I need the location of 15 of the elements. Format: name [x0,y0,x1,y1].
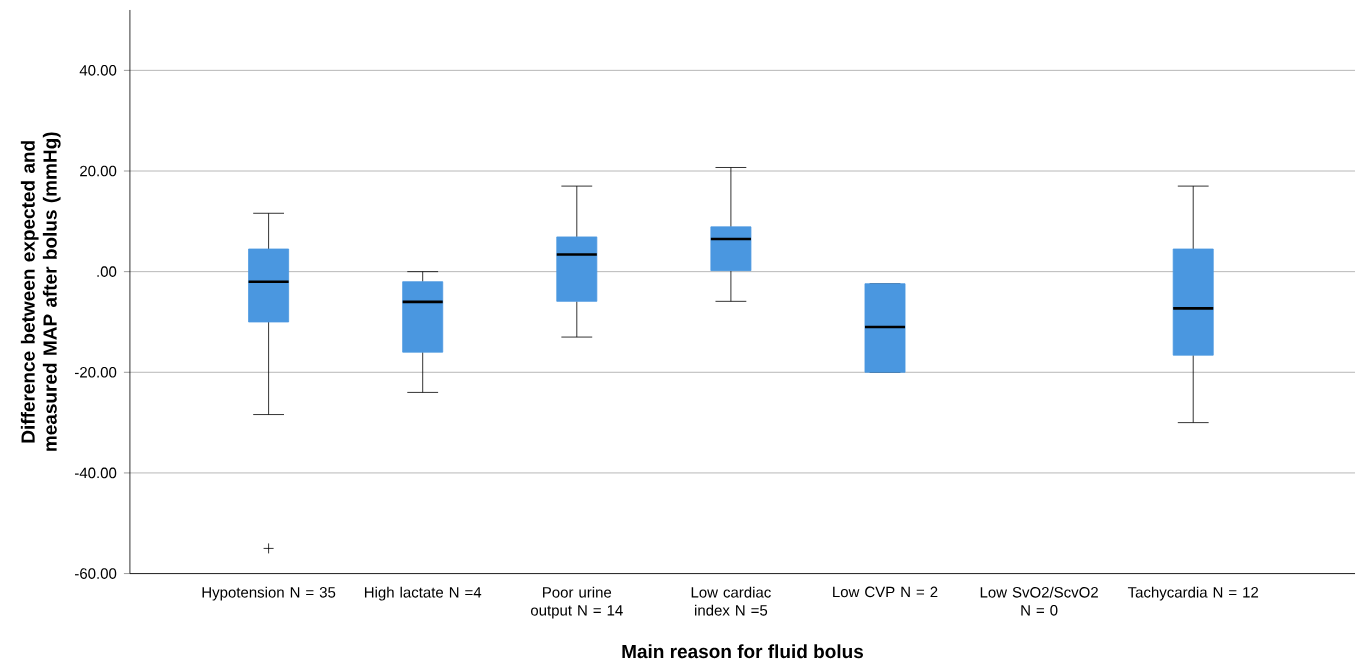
x-tick-label: High lactate N =4 [364,586,482,601]
y-tick-label: -60.00 [75,568,117,580]
x-axis-title: Main reason for fluid bolus [622,644,863,659]
x-tick-label: Tachycardia N = 12 [1127,586,1259,601]
x-tick-label: Low cardiac index N =5 [691,586,771,616]
x-tick-label: Hypotension N = 35 [202,586,336,601]
y-tick-label: 20.00 [80,165,117,177]
y-tick-label: .00 [97,266,117,278]
x-tick-label: Low CVP N = 2 [833,586,938,598]
y-tick-label: -20.00 [75,367,117,378]
y-tick-label: -40.00 [75,467,117,479]
y-tick-label: 40.00 [79,65,117,76]
x-tick-label: Poor urine output N = 14 [530,586,623,619]
y-axis-title: Difference between expected and measured MAP after bolus (mmHg) [20,132,61,452]
x-tick-label: Low SvO2/ScvO2 N = 0 [980,586,1098,616]
